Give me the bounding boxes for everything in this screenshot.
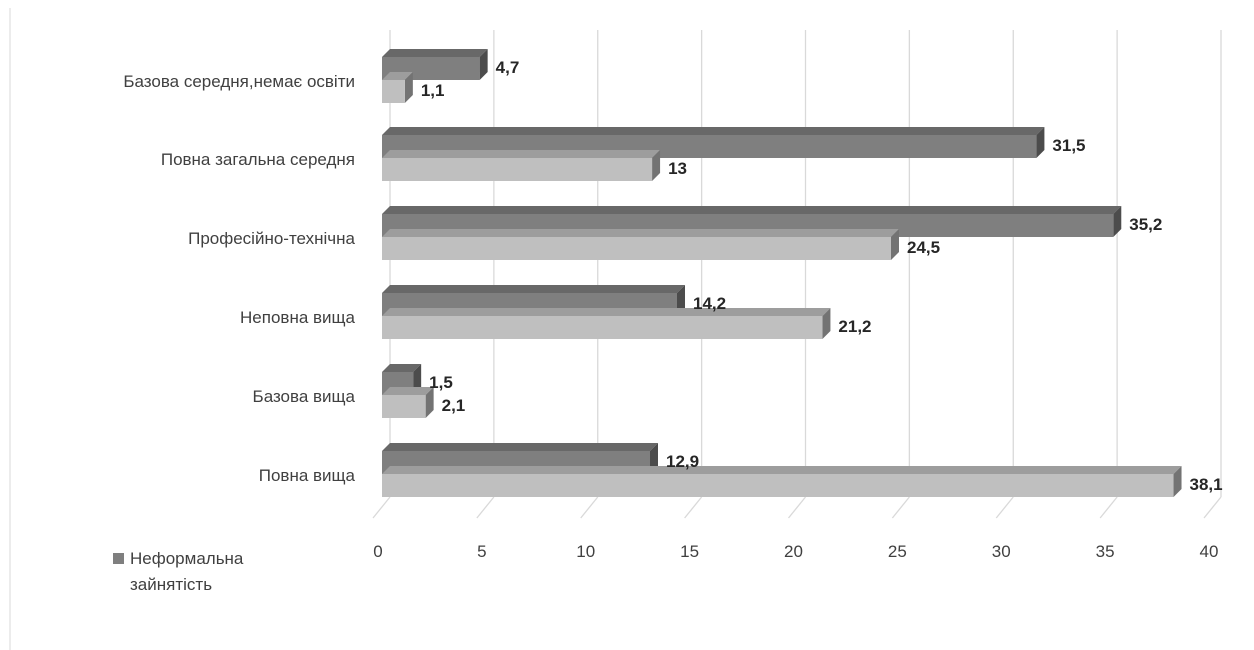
x-axis-tick-labels: 0 5 10 15 20 25 30 35 40 [373,542,1218,561]
gridline-floor [580,496,599,519]
data-labels: 4,7 1,1 31,5 13 35,2 24,5 14,2 21,2 1,5 2,1 12,9 38… [421,58,1223,494]
x-tick-label: 35 [1096,542,1115,561]
bar-side-face [1036,127,1045,158]
bar-side-face [1113,206,1122,237]
gridline-floor [891,496,910,519]
bar-top-face [382,443,658,451]
x-tick-label: 30 [992,542,1011,561]
bar-front-face [382,237,891,260]
bar-front-face [382,158,653,181]
bar-side-face [890,229,899,260]
gridline-floor [476,496,495,519]
gridline-floor [372,496,391,519]
bar-top-face [382,49,488,57]
legend: Неформальна зайнятість [113,549,244,594]
bar-front-face [382,395,426,418]
category-label: Професійно-технічна [188,229,355,248]
bar-side-face [652,150,661,181]
legend-swatch [113,553,124,564]
bar-side-face [425,387,434,418]
bar-side-face [1173,466,1182,497]
data-label: 24,5 [907,238,940,257]
data-label: 31,5 [1052,136,1085,155]
gridline-floor [684,496,703,519]
data-label: 2,1 [442,396,466,415]
bar-front-face [382,80,405,103]
bars [382,49,1182,497]
bar-side-face [404,72,413,103]
bar-top-face [382,229,899,237]
category-label: Повна загальна середня [161,150,355,169]
category-label: Повна вища [259,466,356,485]
bar-side-face [479,49,488,80]
category-label: Базова вища [253,387,356,406]
category-labels: Базова середня,немає освіти Повна загальн… [123,72,355,485]
bar-front-face [382,316,823,339]
bar-top-face [382,387,434,395]
bar-top-face [382,308,831,316]
data-label: 13 [668,159,687,178]
bar [382,308,831,339]
gridline-floor [1203,496,1222,519]
data-label: 1,5 [429,373,453,392]
gridline-floor [787,496,807,519]
gridline-floor [995,496,1014,519]
bar-front-face [382,474,1174,497]
x-tick-label: 20 [784,542,803,561]
category-label: Базова середня,немає освіти [123,72,355,91]
bar-top-face [382,72,413,80]
legend-label: Неформальна зайнятість [130,549,244,594]
bar [382,387,434,418]
bar-top-face [382,150,661,158]
x-tick-label: 15 [680,542,699,561]
bar-side-face [822,308,831,339]
gridlines [372,30,1222,519]
bar [382,466,1182,497]
bar-top-face [382,364,422,372]
bar [382,229,899,260]
data-label: 1,1 [421,81,445,100]
x-tick-label: 0 [373,542,382,561]
x-tick-label: 5 [477,542,486,561]
bar-top-face [382,285,686,293]
x-tick-label: 40 [1200,542,1219,561]
data-label: 21,2 [838,317,871,336]
data-label: 14,2 [693,294,726,313]
category-label: Неповна вища [240,308,356,327]
x-tick-label: 25 [888,542,907,561]
data-label: 12,9 [666,452,699,471]
bar [382,72,413,103]
data-label: 38,1 [1190,475,1223,494]
bar [382,127,1045,158]
bar [382,150,661,181]
x-tick-label: 10 [576,542,595,561]
data-label: 35,2 [1129,215,1162,234]
bar-top-face [382,127,1045,135]
gridline-floor [1099,496,1118,519]
bar-top-face [382,466,1182,474]
bar-top-face [382,206,1122,214]
data-label: 4,7 [496,58,520,77]
